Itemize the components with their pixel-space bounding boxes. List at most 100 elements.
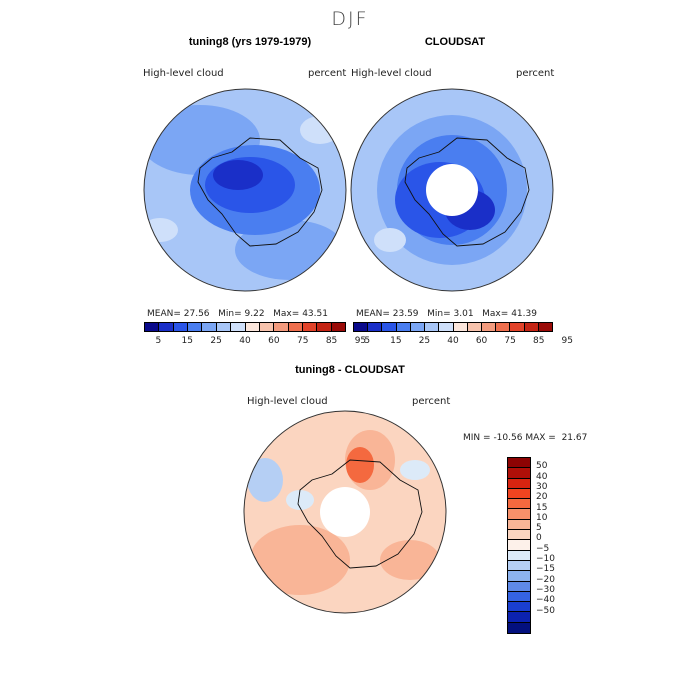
colorbar-swatch xyxy=(231,323,246,331)
colorbar-swatch xyxy=(508,488,530,500)
colorbar-swatch xyxy=(425,323,440,331)
model-antarctica-outline xyxy=(197,137,323,247)
obs-map xyxy=(351,89,553,291)
model-mean-value: 27.56 xyxy=(183,309,210,319)
colorbar-tick-label: 85 xyxy=(532,336,545,346)
model-map xyxy=(144,89,346,291)
colorbar-tick-label: 10 xyxy=(536,512,548,523)
colorbar-tick-label: −5 xyxy=(536,543,550,554)
diff-variable-label: High-level cloud xyxy=(247,396,328,407)
colorbar-swatch xyxy=(508,581,530,592)
obs-min-label: Min= xyxy=(427,309,451,319)
colorbar-tick-label: 25 xyxy=(418,336,431,346)
colorbar-swatch xyxy=(508,560,530,572)
obs-colorbar xyxy=(353,322,553,332)
diff-antarctica-outline xyxy=(297,459,423,569)
colorbar-swatch xyxy=(508,458,530,469)
colorbar-swatch xyxy=(481,323,497,331)
colorbar-tick-label: 75 xyxy=(296,336,309,346)
colorbar-swatch xyxy=(508,612,530,623)
colorbar-swatch xyxy=(508,602,530,613)
obs-min-value: 3.01 xyxy=(453,309,474,319)
colorbar-swatch xyxy=(202,323,217,331)
colorbar-tick-label: 95 xyxy=(561,336,573,346)
diff-map xyxy=(244,411,446,613)
colorbar-tick-label: 5 xyxy=(364,336,371,346)
diff-panel-title: tuning8 - CLOUDSAT xyxy=(295,364,405,376)
colorbar-tick-label: 40 xyxy=(536,471,548,482)
colorbar-swatch xyxy=(467,323,482,331)
colorbar-tick-label: 15 xyxy=(390,336,402,346)
colorbar-tick-label: 60 xyxy=(475,336,488,346)
colorbar-swatch xyxy=(508,622,530,634)
colorbar-swatch xyxy=(453,323,468,331)
colorbar-swatch xyxy=(317,323,332,331)
colorbar-swatch xyxy=(159,323,174,331)
model-max-value: 43.51 xyxy=(302,309,328,319)
colorbar-swatch xyxy=(331,323,346,331)
obs-map-border xyxy=(350,88,554,292)
model-min-value: 9.22 xyxy=(244,309,265,319)
colorbar-tick-label: −20 xyxy=(536,574,555,585)
diff-units-label: percent xyxy=(412,396,451,407)
colorbar-swatch xyxy=(410,323,426,331)
colorbar-swatch xyxy=(173,323,189,331)
colorbar-tick-label: 40 xyxy=(239,336,251,346)
obs-max-label: Max= xyxy=(482,309,509,319)
obs-mean-value: 23.59 xyxy=(392,309,419,319)
colorbar-tick-label: 30 xyxy=(536,481,548,492)
colorbar-tick-label: 15 xyxy=(181,336,193,346)
model-mean-label: MEAN= xyxy=(147,309,181,319)
colorbar-tick-label: 60 xyxy=(268,336,280,346)
obs-units-label: percent xyxy=(516,68,555,79)
model-map-border xyxy=(143,88,347,292)
colorbar-tick-label: −30 xyxy=(536,584,555,595)
colorbar-tick-label: 75 xyxy=(504,336,516,346)
diff-map-border xyxy=(243,410,447,614)
model-min-label: Min= xyxy=(218,309,242,319)
colorbar-swatch xyxy=(508,530,530,541)
obs-max-value: 41.39 xyxy=(511,309,537,319)
colorbar-tick-label: 0 xyxy=(536,533,542,544)
colorbar-swatch xyxy=(188,323,203,331)
colorbar-tick-label: −15 xyxy=(536,564,555,575)
obs-panel-title: CLOUDSAT xyxy=(424,36,486,48)
diff-max-label: MAX = xyxy=(525,433,556,443)
colorbar-tick-label: 5 xyxy=(536,523,542,534)
colorbar-swatch xyxy=(216,323,232,331)
colorbar-swatch xyxy=(510,323,525,331)
colorbar-tick-label: 20 xyxy=(536,492,548,503)
colorbar-swatch xyxy=(396,323,411,331)
colorbar-swatch xyxy=(508,550,530,561)
model-units-label: percent xyxy=(308,68,347,79)
colorbar-swatch xyxy=(439,323,454,331)
colorbar-tick-label: −10 xyxy=(536,554,555,564)
colorbar-tick-label: 40 xyxy=(447,336,459,346)
colorbar-swatch xyxy=(145,323,160,331)
colorbar-swatch xyxy=(259,323,275,331)
colorbar-swatch xyxy=(508,509,530,520)
colorbar-swatch xyxy=(274,323,289,331)
colorbar-swatch xyxy=(382,323,397,331)
diff-min-label: MIN = xyxy=(463,433,491,443)
obs-variable-label: High-level cloud xyxy=(351,68,432,79)
colorbar-tick-label: 25 xyxy=(210,336,222,346)
colorbar-swatch xyxy=(508,478,530,489)
obs-antarctica-outline xyxy=(404,137,530,247)
diff-max-value: 21.67 xyxy=(561,433,588,443)
diff-min-value: -10.56 xyxy=(493,433,523,443)
colorbar-swatch xyxy=(524,323,539,331)
colorbar-swatch xyxy=(368,323,383,331)
colorbar-swatch xyxy=(508,540,530,551)
colorbar-swatch xyxy=(288,323,303,331)
colorbar-swatch xyxy=(354,323,369,331)
model-variable-label: High-level cloud xyxy=(143,68,224,79)
colorbar-tick-label: 15 xyxy=(536,502,548,513)
colorbar-swatch xyxy=(538,323,553,331)
colorbar-tick-label: 5 xyxy=(155,336,162,346)
colorbar-tick-label: −40 xyxy=(536,595,555,606)
diff-colorbar xyxy=(507,457,531,635)
model-panel-title: tuning8 (yrs 1979-1979) xyxy=(188,36,312,48)
model-max-label: Max= xyxy=(273,309,300,319)
